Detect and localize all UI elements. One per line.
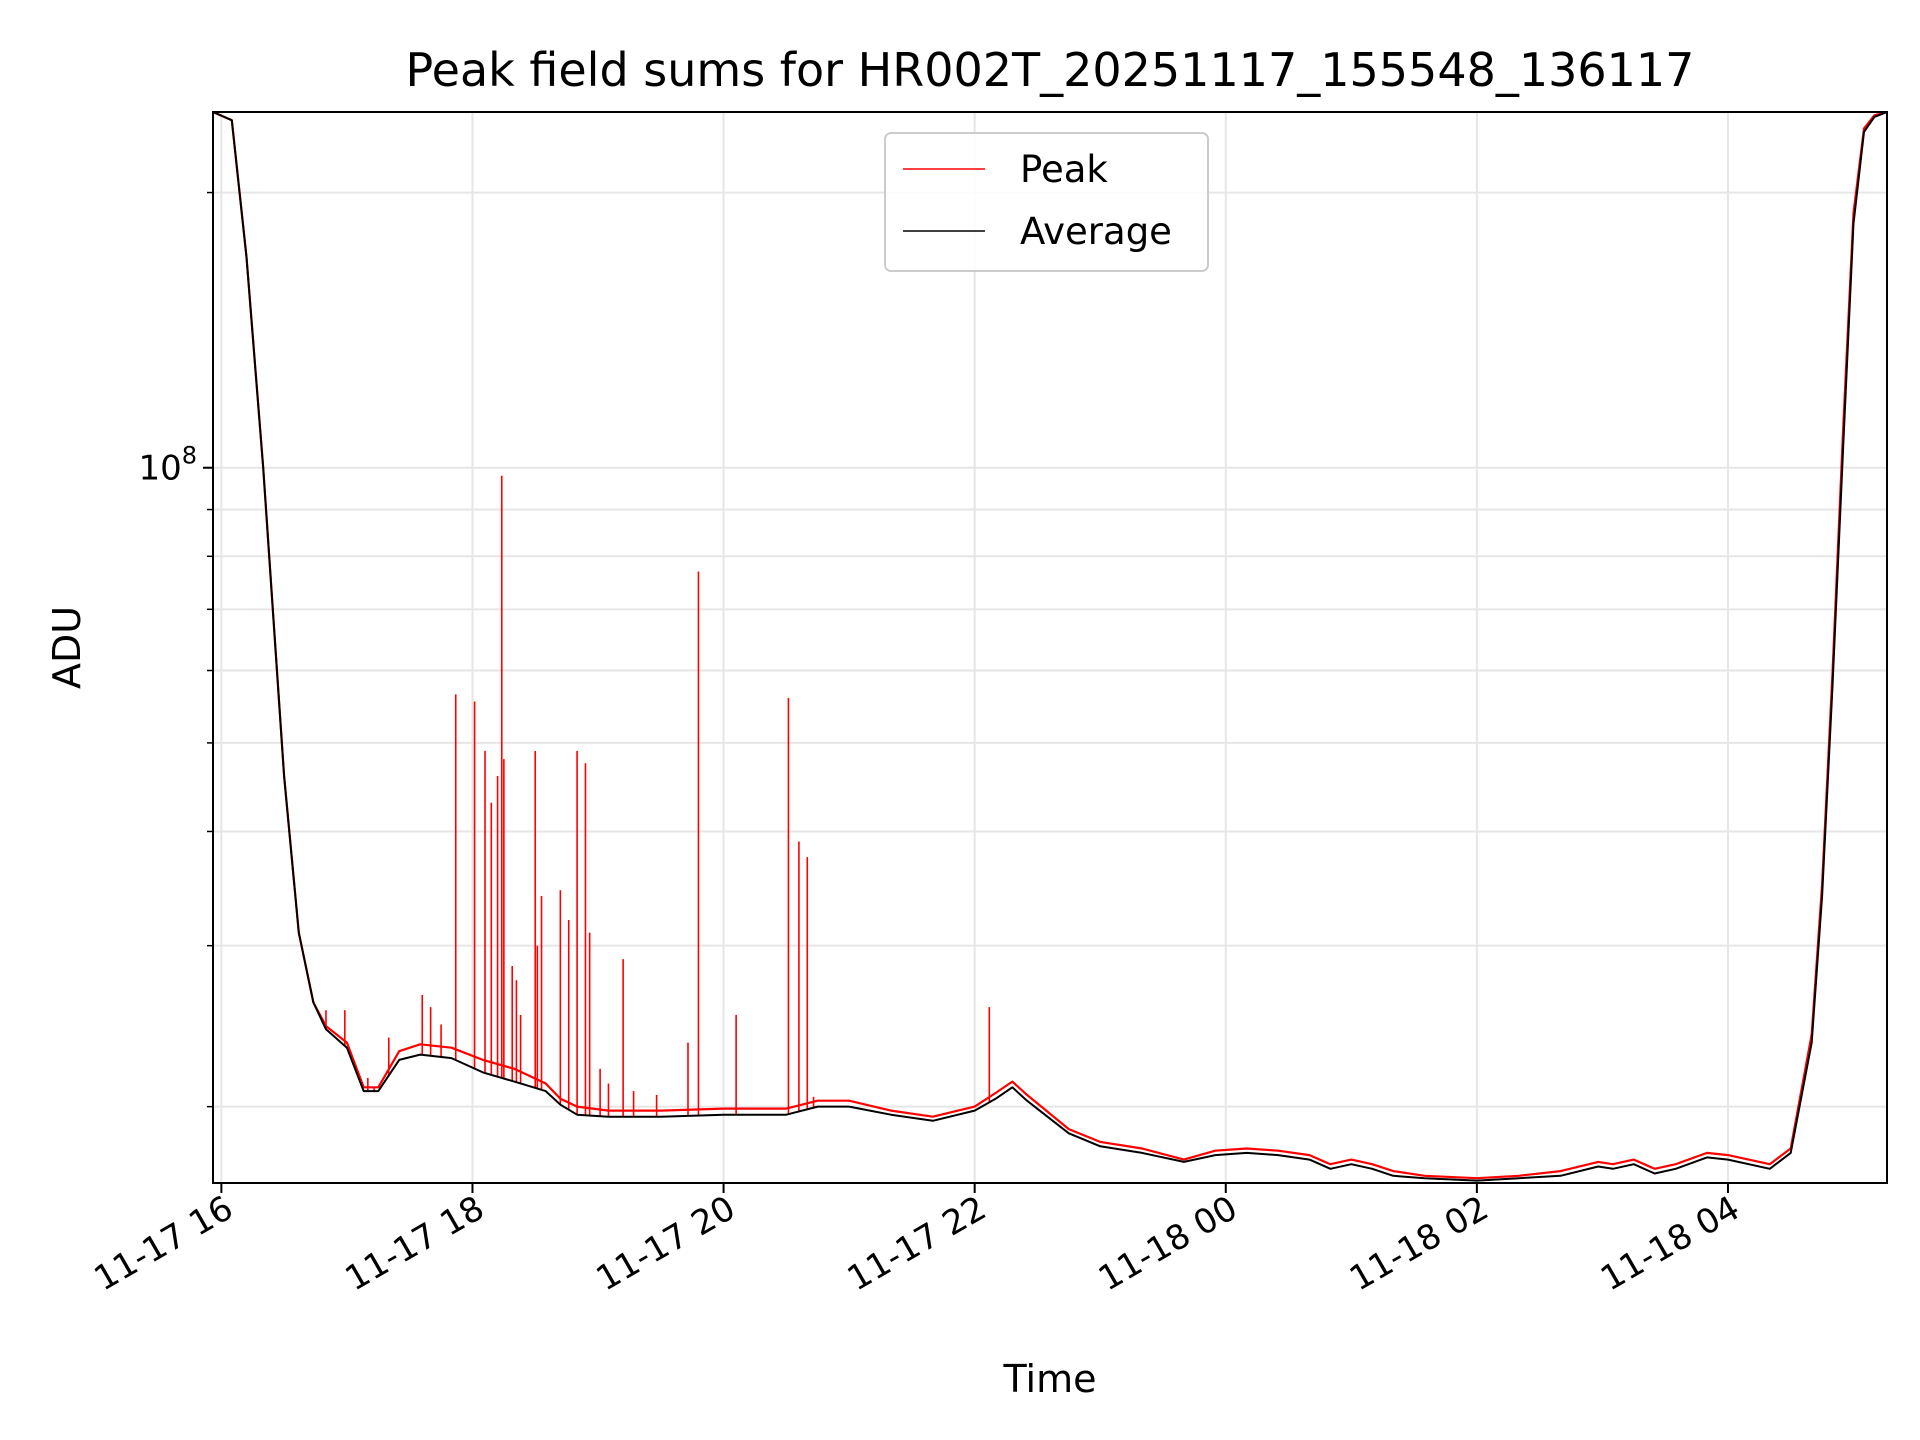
series-line-average [213, 112, 1887, 1182]
series-layer [213, 112, 1887, 1182]
y-axis-label: ADU [45, 606, 89, 689]
legend-label-peak: Peak [1020, 148, 1108, 191]
x-axis-label: Time [1003, 1357, 1097, 1401]
legend-box [884, 132, 1209, 272]
legend-label-average: Average [1020, 210, 1172, 253]
y-tick-label: 108 [138, 442, 197, 489]
chart-title: Peak field sums for HR002T_20251117_1555… [406, 43, 1695, 97]
plot-frame [212, 111, 1888, 1184]
series-clip-group [213, 112, 1887, 1182]
legend: Peak Average [884, 132, 1209, 272]
